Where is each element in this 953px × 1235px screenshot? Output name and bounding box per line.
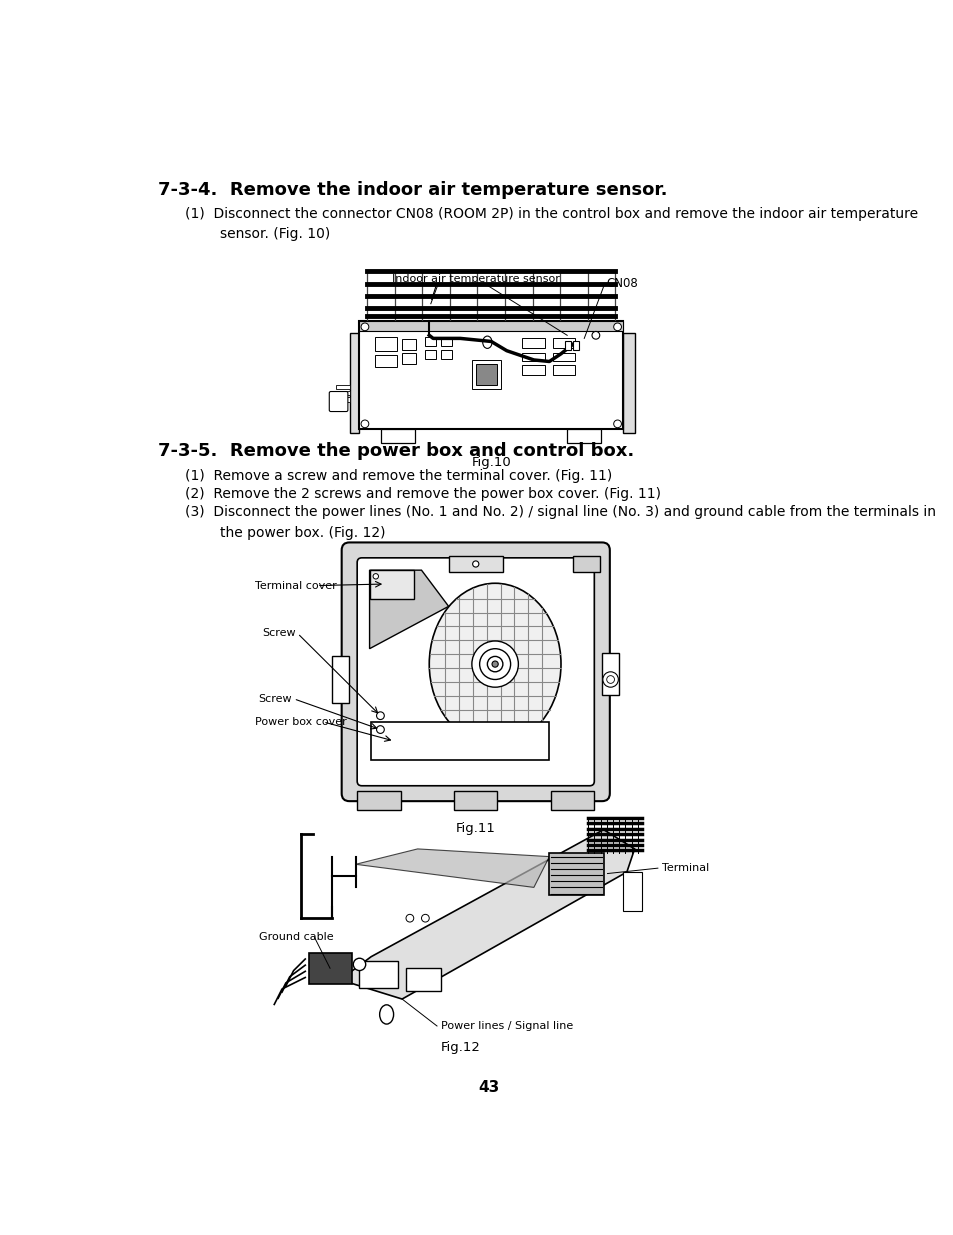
Bar xyxy=(622,333,634,433)
Text: (3)  Disconnect the power lines (No. 1 and No. 2) / signal line (No. 3) and grou: (3) Disconnect the power lines (No. 1 an… xyxy=(185,505,935,540)
Circle shape xyxy=(360,420,369,427)
Bar xyxy=(550,792,594,810)
Bar xyxy=(448,556,502,572)
Bar xyxy=(402,340,416,350)
Text: Power box cover: Power box cover xyxy=(254,716,346,727)
Bar xyxy=(359,321,622,430)
Text: Terminal cover: Terminal cover xyxy=(254,580,336,590)
Circle shape xyxy=(421,914,429,923)
Bar xyxy=(440,337,452,346)
Text: Fig.12: Fig.12 xyxy=(440,1041,479,1055)
Text: 43: 43 xyxy=(477,1079,499,1095)
Bar xyxy=(553,337,575,348)
Text: 7-3-4.  Remove the indoor air temperature sensor.: 7-3-4. Remove the indoor air temperature… xyxy=(158,180,667,199)
Bar xyxy=(472,359,500,389)
Circle shape xyxy=(613,324,620,331)
Bar xyxy=(359,321,622,331)
Bar xyxy=(356,792,400,810)
Ellipse shape xyxy=(429,583,560,745)
Polygon shape xyxy=(369,571,448,648)
Circle shape xyxy=(376,726,384,734)
Circle shape xyxy=(479,648,510,679)
Text: Screw: Screw xyxy=(262,629,296,638)
Circle shape xyxy=(406,914,414,923)
Circle shape xyxy=(602,672,618,687)
Bar xyxy=(309,953,352,983)
FancyBboxPatch shape xyxy=(341,542,609,802)
Text: 7-3-5.  Remove the power box and control box.: 7-3-5. Remove the power box and control … xyxy=(158,442,634,461)
Polygon shape xyxy=(340,830,634,999)
Bar xyxy=(553,366,575,374)
Bar xyxy=(440,350,452,359)
Text: Fig.11: Fig.11 xyxy=(456,823,496,835)
Circle shape xyxy=(376,711,384,720)
Bar xyxy=(332,656,349,703)
Bar xyxy=(335,396,350,401)
Bar xyxy=(359,961,397,988)
Bar xyxy=(375,354,396,367)
Bar xyxy=(335,384,350,389)
Bar xyxy=(402,353,416,364)
Circle shape xyxy=(360,324,369,331)
Bar xyxy=(335,390,350,395)
Bar xyxy=(572,341,578,350)
Circle shape xyxy=(592,331,599,340)
Text: Ground cable: Ground cable xyxy=(258,932,333,942)
Circle shape xyxy=(492,661,497,667)
Bar xyxy=(564,341,571,350)
Bar xyxy=(521,337,545,348)
Circle shape xyxy=(373,573,378,579)
Bar xyxy=(476,364,497,385)
Bar xyxy=(567,430,600,443)
FancyBboxPatch shape xyxy=(329,391,348,411)
Bar xyxy=(350,333,359,433)
Circle shape xyxy=(353,958,365,971)
Circle shape xyxy=(472,561,478,567)
Bar xyxy=(381,430,415,443)
Bar xyxy=(369,571,414,599)
Bar xyxy=(371,721,549,761)
Ellipse shape xyxy=(482,336,492,348)
Circle shape xyxy=(606,676,614,683)
Bar xyxy=(521,366,545,374)
Polygon shape xyxy=(355,848,549,888)
Bar xyxy=(425,337,436,346)
Text: CN08: CN08 xyxy=(605,277,637,290)
Circle shape xyxy=(487,656,502,672)
Bar xyxy=(375,337,396,351)
Bar xyxy=(549,852,603,895)
Bar xyxy=(572,556,599,572)
FancyBboxPatch shape xyxy=(356,558,594,785)
Text: (1)  Remove a screw and remove the terminal cover. (Fig. 11): (1) Remove a screw and remove the termin… xyxy=(185,468,612,483)
Text: Indoor air temperature sensor: Indoor air temperature sensor xyxy=(392,274,559,284)
Bar xyxy=(622,872,641,910)
Text: Power lines / Signal line: Power lines / Signal line xyxy=(440,1021,573,1031)
Circle shape xyxy=(472,641,517,687)
Text: Fig.10: Fig.10 xyxy=(471,456,511,469)
Bar xyxy=(454,792,497,810)
Text: Terminal: Terminal xyxy=(661,863,708,873)
Ellipse shape xyxy=(379,1005,394,1024)
Bar xyxy=(553,353,575,361)
Bar xyxy=(521,353,545,361)
Circle shape xyxy=(613,420,620,427)
Text: Screw: Screw xyxy=(258,694,292,704)
Bar xyxy=(406,968,440,992)
Bar xyxy=(425,350,436,359)
Text: (1)  Disconnect the connector CN08 (ROOM 2P) in the control box and remove the i: (1) Disconnect the connector CN08 (ROOM … xyxy=(185,206,918,241)
Bar xyxy=(601,652,618,695)
Text: (2)  Remove the 2 screws and remove the power box cover. (Fig. 11): (2) Remove the 2 screws and remove the p… xyxy=(185,487,660,501)
